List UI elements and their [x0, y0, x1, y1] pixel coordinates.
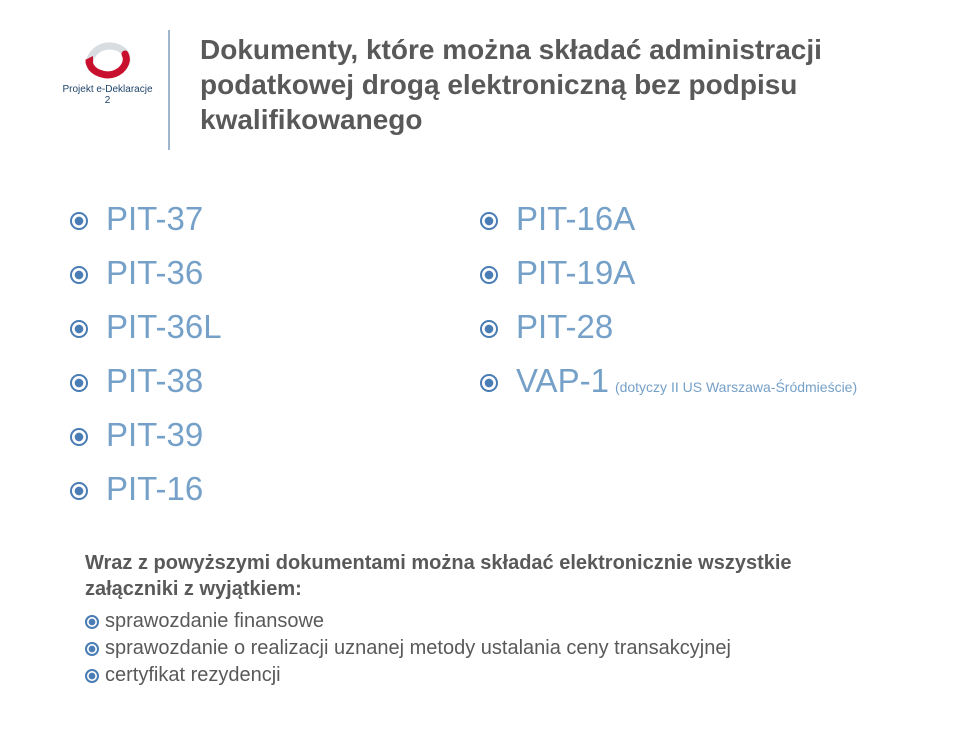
attachments-heading: Wraz z powyższymi dokumentami można skła… [85, 550, 875, 602]
exception-label: sprawozdanie o realizacji uznanej metody… [105, 637, 731, 660]
list-item: PIT-16 [70, 470, 480, 508]
bullet-icon [70, 266, 88, 284]
bullet-icon [70, 428, 88, 446]
list-item: PIT-38 [70, 362, 480, 400]
bullet-icon [70, 482, 88, 500]
bullet-icon [70, 212, 88, 230]
page-title: Dokumenty, które można składać administr… [200, 32, 860, 137]
exception-item: sprawozdanie o realizacji uznanej metody… [85, 637, 875, 660]
title-divider [168, 30, 170, 150]
exception-item: certyfikat rezydencji [85, 664, 875, 687]
pit-label: PIT-36 [106, 254, 203, 292]
bullet-icon [85, 669, 99, 683]
list-item: VAP-1 (dotyczy II US Warszawa-Śródmieście… [480, 362, 890, 400]
bullet-icon [85, 615, 99, 629]
bullet-icon [480, 374, 498, 392]
list-item: PIT-39 [70, 416, 480, 454]
logo-swirl-icon [83, 40, 133, 80]
pit-label: PIT-38 [106, 362, 203, 400]
bullet-icon [480, 266, 498, 284]
pit-label: PIT-16 [106, 470, 203, 508]
logo-caption: Projekt e-Deklaracje 2 [60, 84, 155, 106]
pit-label: PIT-39 [106, 416, 203, 454]
list-item: PIT-16A [480, 200, 890, 238]
right-column: PIT-16A PIT-19A PIT-28 VAP-1 (dotyczy II … [480, 200, 890, 524]
bullet-icon [85, 642, 99, 656]
logo-block: Projekt e-Deklaracje 2 [60, 40, 155, 106]
bullet-icon [70, 320, 88, 338]
bullet-icon [70, 374, 88, 392]
exception-item: sprawozdanie finansowe [85, 610, 875, 633]
exception-label: certyfikat rezydencji [105, 664, 281, 687]
attachments-note: Wraz z powyższymi dokumentami można skła… [85, 550, 875, 691]
bullet-icon [480, 320, 498, 338]
bullet-icon [480, 212, 498, 230]
list-item: PIT-36 [70, 254, 480, 292]
document-lists: PIT-37 PIT-36 PIT-36L PIT-38 PIT-39 PIT-… [70, 200, 890, 524]
pit-label: PIT-28 [516, 308, 613, 346]
pit-label: PIT-16A [516, 200, 635, 238]
list-item: PIT-28 [480, 308, 890, 346]
left-column: PIT-37 PIT-36 PIT-36L PIT-38 PIT-39 PIT-… [70, 200, 480, 524]
pit-note: (dotyczy II US Warszawa-Śródmieście) [615, 379, 857, 395]
pit-label: PIT-19A [516, 254, 635, 292]
pit-label: PIT-36L [106, 308, 222, 346]
pit-label: VAP-1 [516, 362, 609, 400]
list-item: PIT-37 [70, 200, 480, 238]
list-item: PIT-19A [480, 254, 890, 292]
list-item: PIT-36L [70, 308, 480, 346]
pit-label: PIT-37 [106, 200, 203, 238]
exception-label: sprawozdanie finansowe [105, 610, 324, 633]
